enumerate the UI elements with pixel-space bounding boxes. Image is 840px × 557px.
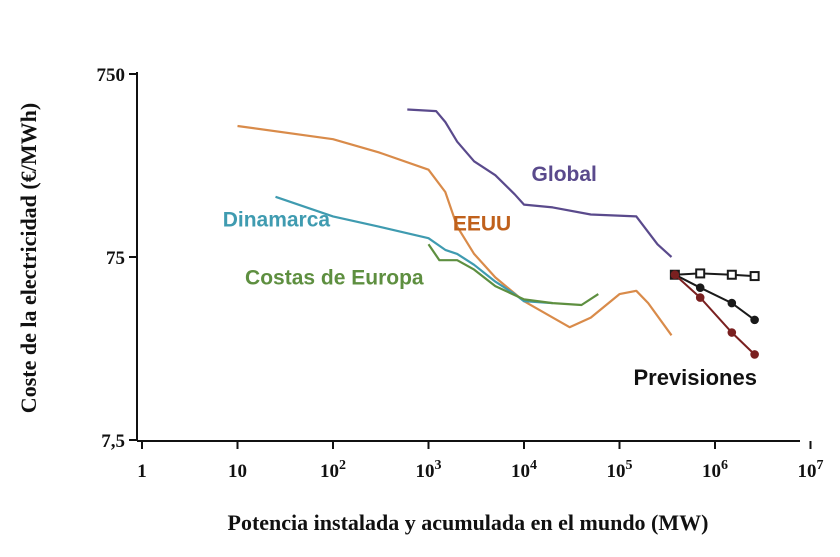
forecast-point-circle <box>695 283 705 292</box>
forecast-point-square <box>695 268 706 279</box>
forecast-line-1 <box>674 272 755 278</box>
forecast-point-circle <box>695 293 705 302</box>
forecast-point-circle <box>670 270 680 280</box>
annotation-dinamarca: Dinamarca <box>223 209 331 232</box>
series-line-eeuu <box>237 124 673 336</box>
forecast-point-square <box>749 271 760 282</box>
x-ticks: 1 10 102 103 104 105 106 107 <box>137 441 824 482</box>
x-tick-label: 105 <box>607 458 633 482</box>
forecast-point-square <box>726 269 737 280</box>
x-tick-label: 107 <box>798 458 824 482</box>
forecast-point-circle <box>727 298 737 308</box>
x-tick-label: 104 <box>511 458 537 482</box>
series-line-costas-de-europa <box>427 243 599 307</box>
forecast-point-circle <box>750 350 759 359</box>
forecast-point-circle <box>750 315 759 325</box>
forecast-point-circle <box>727 328 737 337</box>
annotation-layer: Global EEUU Dinamarca Costas de Europa Previ… <box>223 163 757 390</box>
forecast-line-3 <box>674 273 756 356</box>
annotation-global: Global <box>532 163 597 186</box>
annotation-costas-de-europa: Costas de Europa <box>245 267 424 290</box>
series-line-global <box>407 108 673 258</box>
y-ticks: 7,5 75 750 <box>97 65 137 452</box>
x-tick-label: 106 <box>702 458 728 482</box>
y-axis-title: Coste de la electricidad (€/MWh) <box>16 103 41 413</box>
y-tick-label: 750 <box>97 65 126 86</box>
annotation-previsiones: Previsiones <box>633 365 757 390</box>
x-tick-label: 102 <box>320 458 346 482</box>
x-tick-label: 1 <box>137 461 147 482</box>
x-axis-title: Potencia instalada y acumulada en el mun… <box>228 510 709 535</box>
y-tick-label: 75 <box>106 248 125 269</box>
series-layer <box>237 108 673 336</box>
x-tick-label: 10 <box>228 461 247 482</box>
forecast-line-2 <box>674 273 756 321</box>
annotation-eeuu: EEUU <box>453 212 511 235</box>
x-tick-label: 103 <box>416 458 442 482</box>
forecast-layer <box>669 268 760 359</box>
y-tick-label: 7,5 <box>101 431 125 452</box>
